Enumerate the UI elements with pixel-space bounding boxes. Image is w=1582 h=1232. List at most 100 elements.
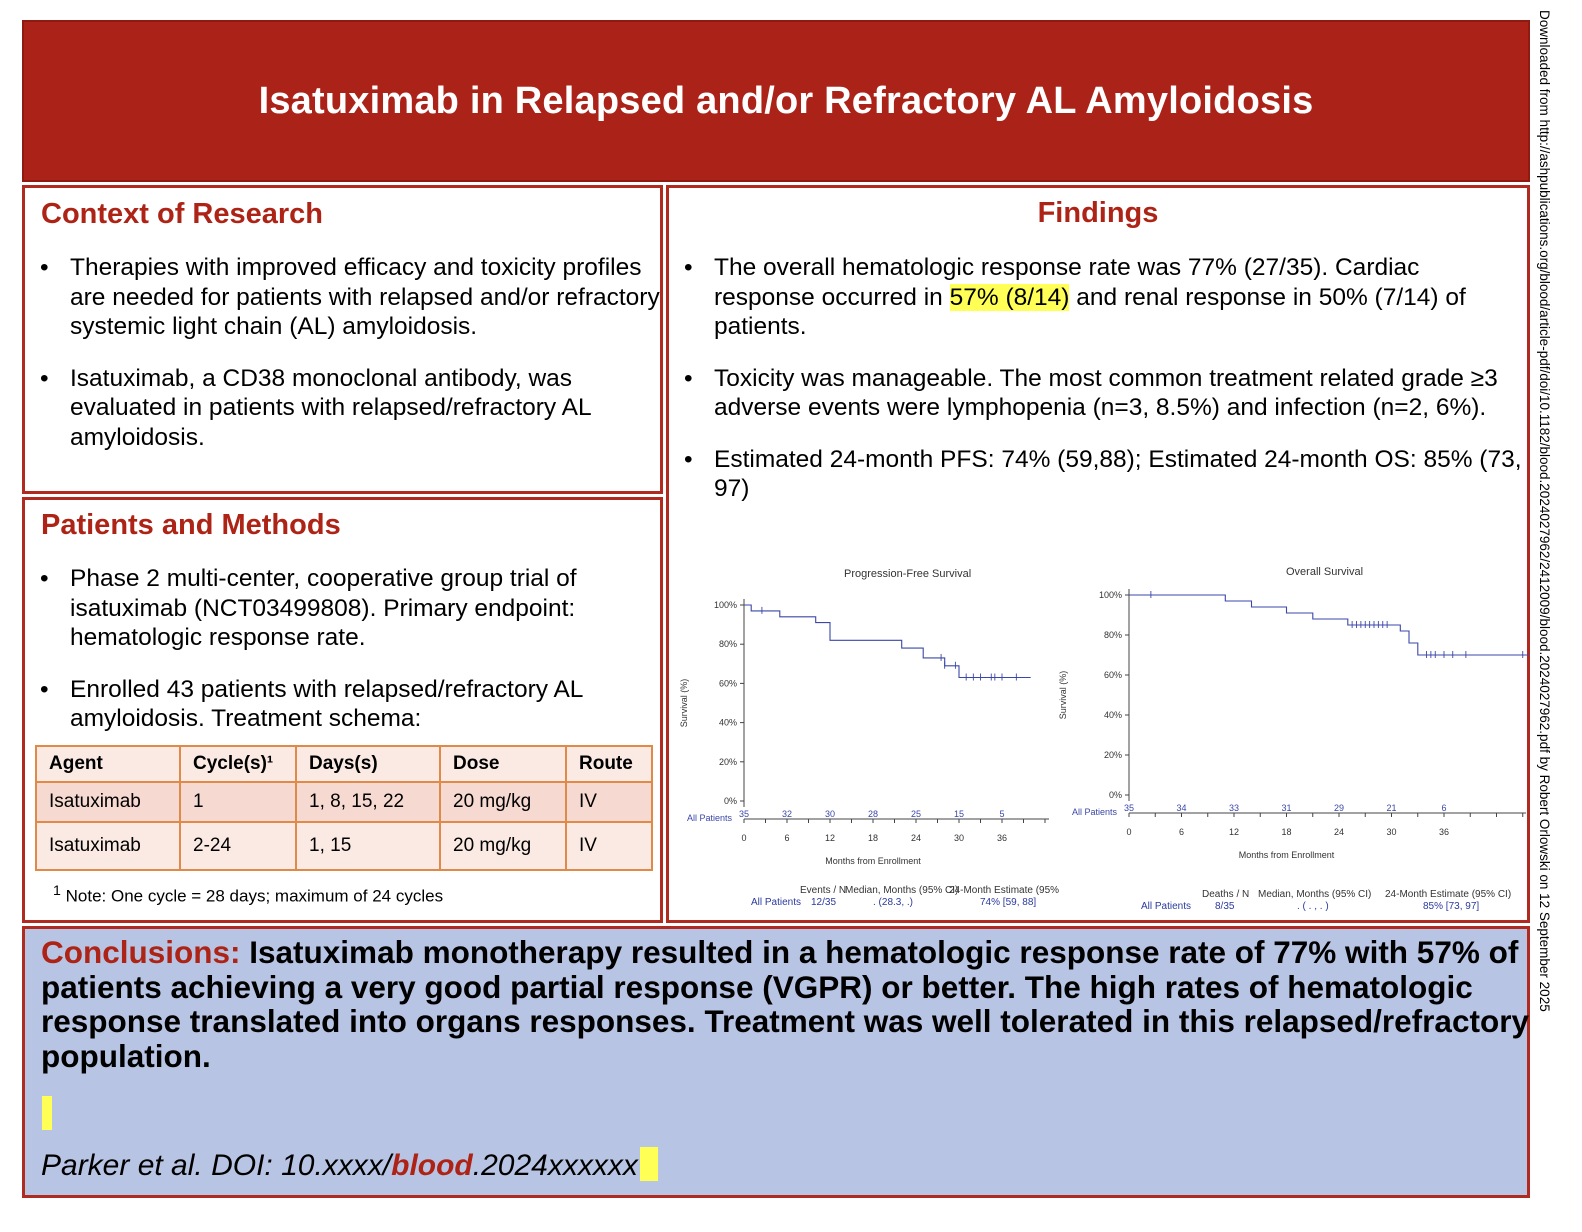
risk-count: 31 <box>1281 803 1291 813</box>
y-tick-label: 20% <box>719 757 737 767</box>
risk-count: 35 <box>739 809 749 819</box>
y-tick-label: 100% <box>714 600 737 610</box>
x-tick-label: 30 <box>1386 827 1396 837</box>
title-banner: Isatuximab in Relapsed and/or Refractory… <box>22 20 1530 182</box>
x-tick-label: 6 <box>784 833 789 843</box>
risk-count: 32 <box>782 809 792 819</box>
table-cell: 1, 8, 15, 22 <box>295 781 441 823</box>
risk-count: 28 <box>868 809 878 819</box>
context-title: Context of Research <box>41 198 324 230</box>
pfs-summary: Events / N Median, Months (95% CI) 24-Mo… <box>677 885 1067 915</box>
table-row: Isatuximab 1 1, 8, 15, 22 20 mg/kg IV <box>35 781 653 823</box>
risk-count: 33 <box>1229 803 1239 813</box>
list-item: Therapies with improved efficacy and tox… <box>40 253 660 342</box>
citation-post: .2024xxxxxx <box>472 1149 638 1182</box>
summary-header: Median, Months (95% CI) <box>1258 889 1372 900</box>
footnote-marker: 1 <box>53 883 61 899</box>
table-footnote: 1 Note: One cycle = 28 days; maximum of … <box>53 883 443 907</box>
conclusions-body: Isatuximab monotherapy resulted in a hem… <box>41 934 1529 1074</box>
poster-title: Isatuximab in Relapsed and/or Refractory… <box>258 79 1314 122</box>
x-tick-label: 6 <box>1179 827 1184 837</box>
summary-header: Median, Months (95% CI) <box>845 885 959 896</box>
y-tick-label: 80% <box>719 639 737 649</box>
table-header: Days(s) <box>295 745 441 783</box>
risk-count: 5 <box>999 809 1004 819</box>
x-tick-label: 18 <box>868 833 878 843</box>
summary-header: 24-Month Estimate (95% <box>949 885 1060 896</box>
x-tick-label: 24 <box>911 833 921 843</box>
highlight-mark <box>42 1096 52 1130</box>
conclusions-text: Conclusions: Isatuximab monotherapy resu… <box>41 935 1531 1073</box>
context-panel: Context of Research Therapies with impro… <box>22 185 663 494</box>
x-tick-label: 0 <box>1126 827 1131 837</box>
y-tick-label: 0% <box>1109 790 1122 800</box>
methods-panel: Patients and Methods Phase 2 multi-cente… <box>22 497 663 923</box>
list-item: Enrolled 43 patients with relapsed/refra… <box>40 675 660 734</box>
x-tick-label: 12 <box>825 833 835 843</box>
y-tick-label: 100% <box>1099 590 1122 600</box>
table-cell: Isatuximab <box>35 821 181 871</box>
y-tick-label: 80% <box>1104 630 1122 640</box>
findings-title: Findings <box>1037 197 1159 229</box>
download-notice: Downloaded from http://ashpublications.o… <box>1537 10 1552 1012</box>
list-item: The overall hematologic response rate wa… <box>684 253 1522 342</box>
citation: Parker et al. DOI: 10.xxxx/blood.2024xxx… <box>41 1147 658 1183</box>
table-header-row: Agent Cycle(s)¹ Days(s) Dose Route <box>35 745 653 783</box>
os-chart-title: Overall Survival <box>1286 566 1364 578</box>
context-list: Therapies with improved efficacy and tox… <box>40 253 660 474</box>
table-cell: IV <box>565 821 653 871</box>
table-cell: 1 <box>179 781 297 823</box>
highlight-mark <box>639 1147 658 1181</box>
os-chart: 0% 20% 40% 60% 80% 100% Survival (%) 0 6 12 18 24 30… <box>1058 589 1529 860</box>
summary-value: 74% [59, 88] <box>980 897 1037 908</box>
conclusions-panel: Conclusions: Isatuximab monotherapy resu… <box>22 926 1530 1198</box>
x-tick-label: 36 <box>997 833 1007 843</box>
summary-header: Deaths / N <box>1202 889 1250 900</box>
list-item: Phase 2 multi-center, cooperative group … <box>40 564 660 653</box>
risk-count: 21 <box>1386 803 1396 813</box>
pfs-chart: 0% 20% 40% 60% 80% 100% Survival (%) 0 6 12 18 24 30… <box>679 599 1049 866</box>
findings-panel: Findings The overall hematologic respons… <box>666 185 1530 923</box>
table-cell: 1, 15 <box>295 821 441 871</box>
risk-count: 34 <box>1176 803 1186 813</box>
y-axis-label: Survival (%) <box>679 679 689 728</box>
x-tick-label: 30 <box>954 833 964 843</box>
summary-value: . (28.3, .) <box>873 897 914 908</box>
risk-table-label: All Patients <box>687 813 733 823</box>
pfs-chart-title: Progression-Free Survival <box>844 568 972 580</box>
summary-label: All Patients <box>1141 901 1192 912</box>
citation-journal: blood <box>391 1149 473 1182</box>
list-item: Isatuximab, a CD38 monoclonal antibody, … <box>40 364 660 453</box>
x-tick-label: 12 <box>1229 827 1239 837</box>
table-row: Isatuximab 2-24 1, 15 20 mg/kg IV <box>35 821 653 871</box>
table-cell: Isatuximab <box>35 781 181 823</box>
x-axis-label: Months from Enrollment <box>825 856 921 866</box>
x-tick-label: 18 <box>1281 827 1291 837</box>
summary-header: Events / N <box>800 885 847 896</box>
finding-text: The overall hematologic response rate wa… <box>714 254 1420 311</box>
survival-curve <box>744 604 1031 679</box>
risk-count: 30 <box>825 809 835 819</box>
y-tick-label: 40% <box>1104 710 1122 720</box>
summary-header: 24-Month Estimate (95% CI) <box>1385 889 1512 900</box>
os-summary: Deaths / N Median, Months (95% CI) 24-Mo… <box>1054 889 1529 919</box>
table-cell: 20 mg/kg <box>439 821 567 871</box>
risk-table-label: All Patients <box>1072 807 1118 817</box>
citation-pre: Parker et al. DOI: 10.xxxx/ <box>41 1149 392 1182</box>
risk-count: 35 <box>1124 803 1134 813</box>
x-tick-label: 36 <box>1439 827 1449 837</box>
y-tick-label: 60% <box>719 678 737 688</box>
y-axis-label: Survival (%) <box>1058 671 1068 720</box>
y-tick-label: 20% <box>1104 750 1122 760</box>
table-header: Agent <box>35 745 181 783</box>
y-tick-label: 60% <box>1104 670 1122 680</box>
summary-value: 85% [73, 97] <box>1423 901 1480 912</box>
y-tick-label: 0% <box>724 796 737 806</box>
risk-count: 25 <box>911 809 921 819</box>
summary-value: 12/35 <box>811 897 837 908</box>
x-axis-label: Months from Enrollment <box>1239 850 1335 860</box>
risk-count: 15 <box>954 809 964 819</box>
conclusions-label: Conclusions: <box>41 934 241 970</box>
survival-curve <box>1129 594 1529 656</box>
methods-list: Phase 2 multi-center, cooperative group … <box>40 564 660 756</box>
